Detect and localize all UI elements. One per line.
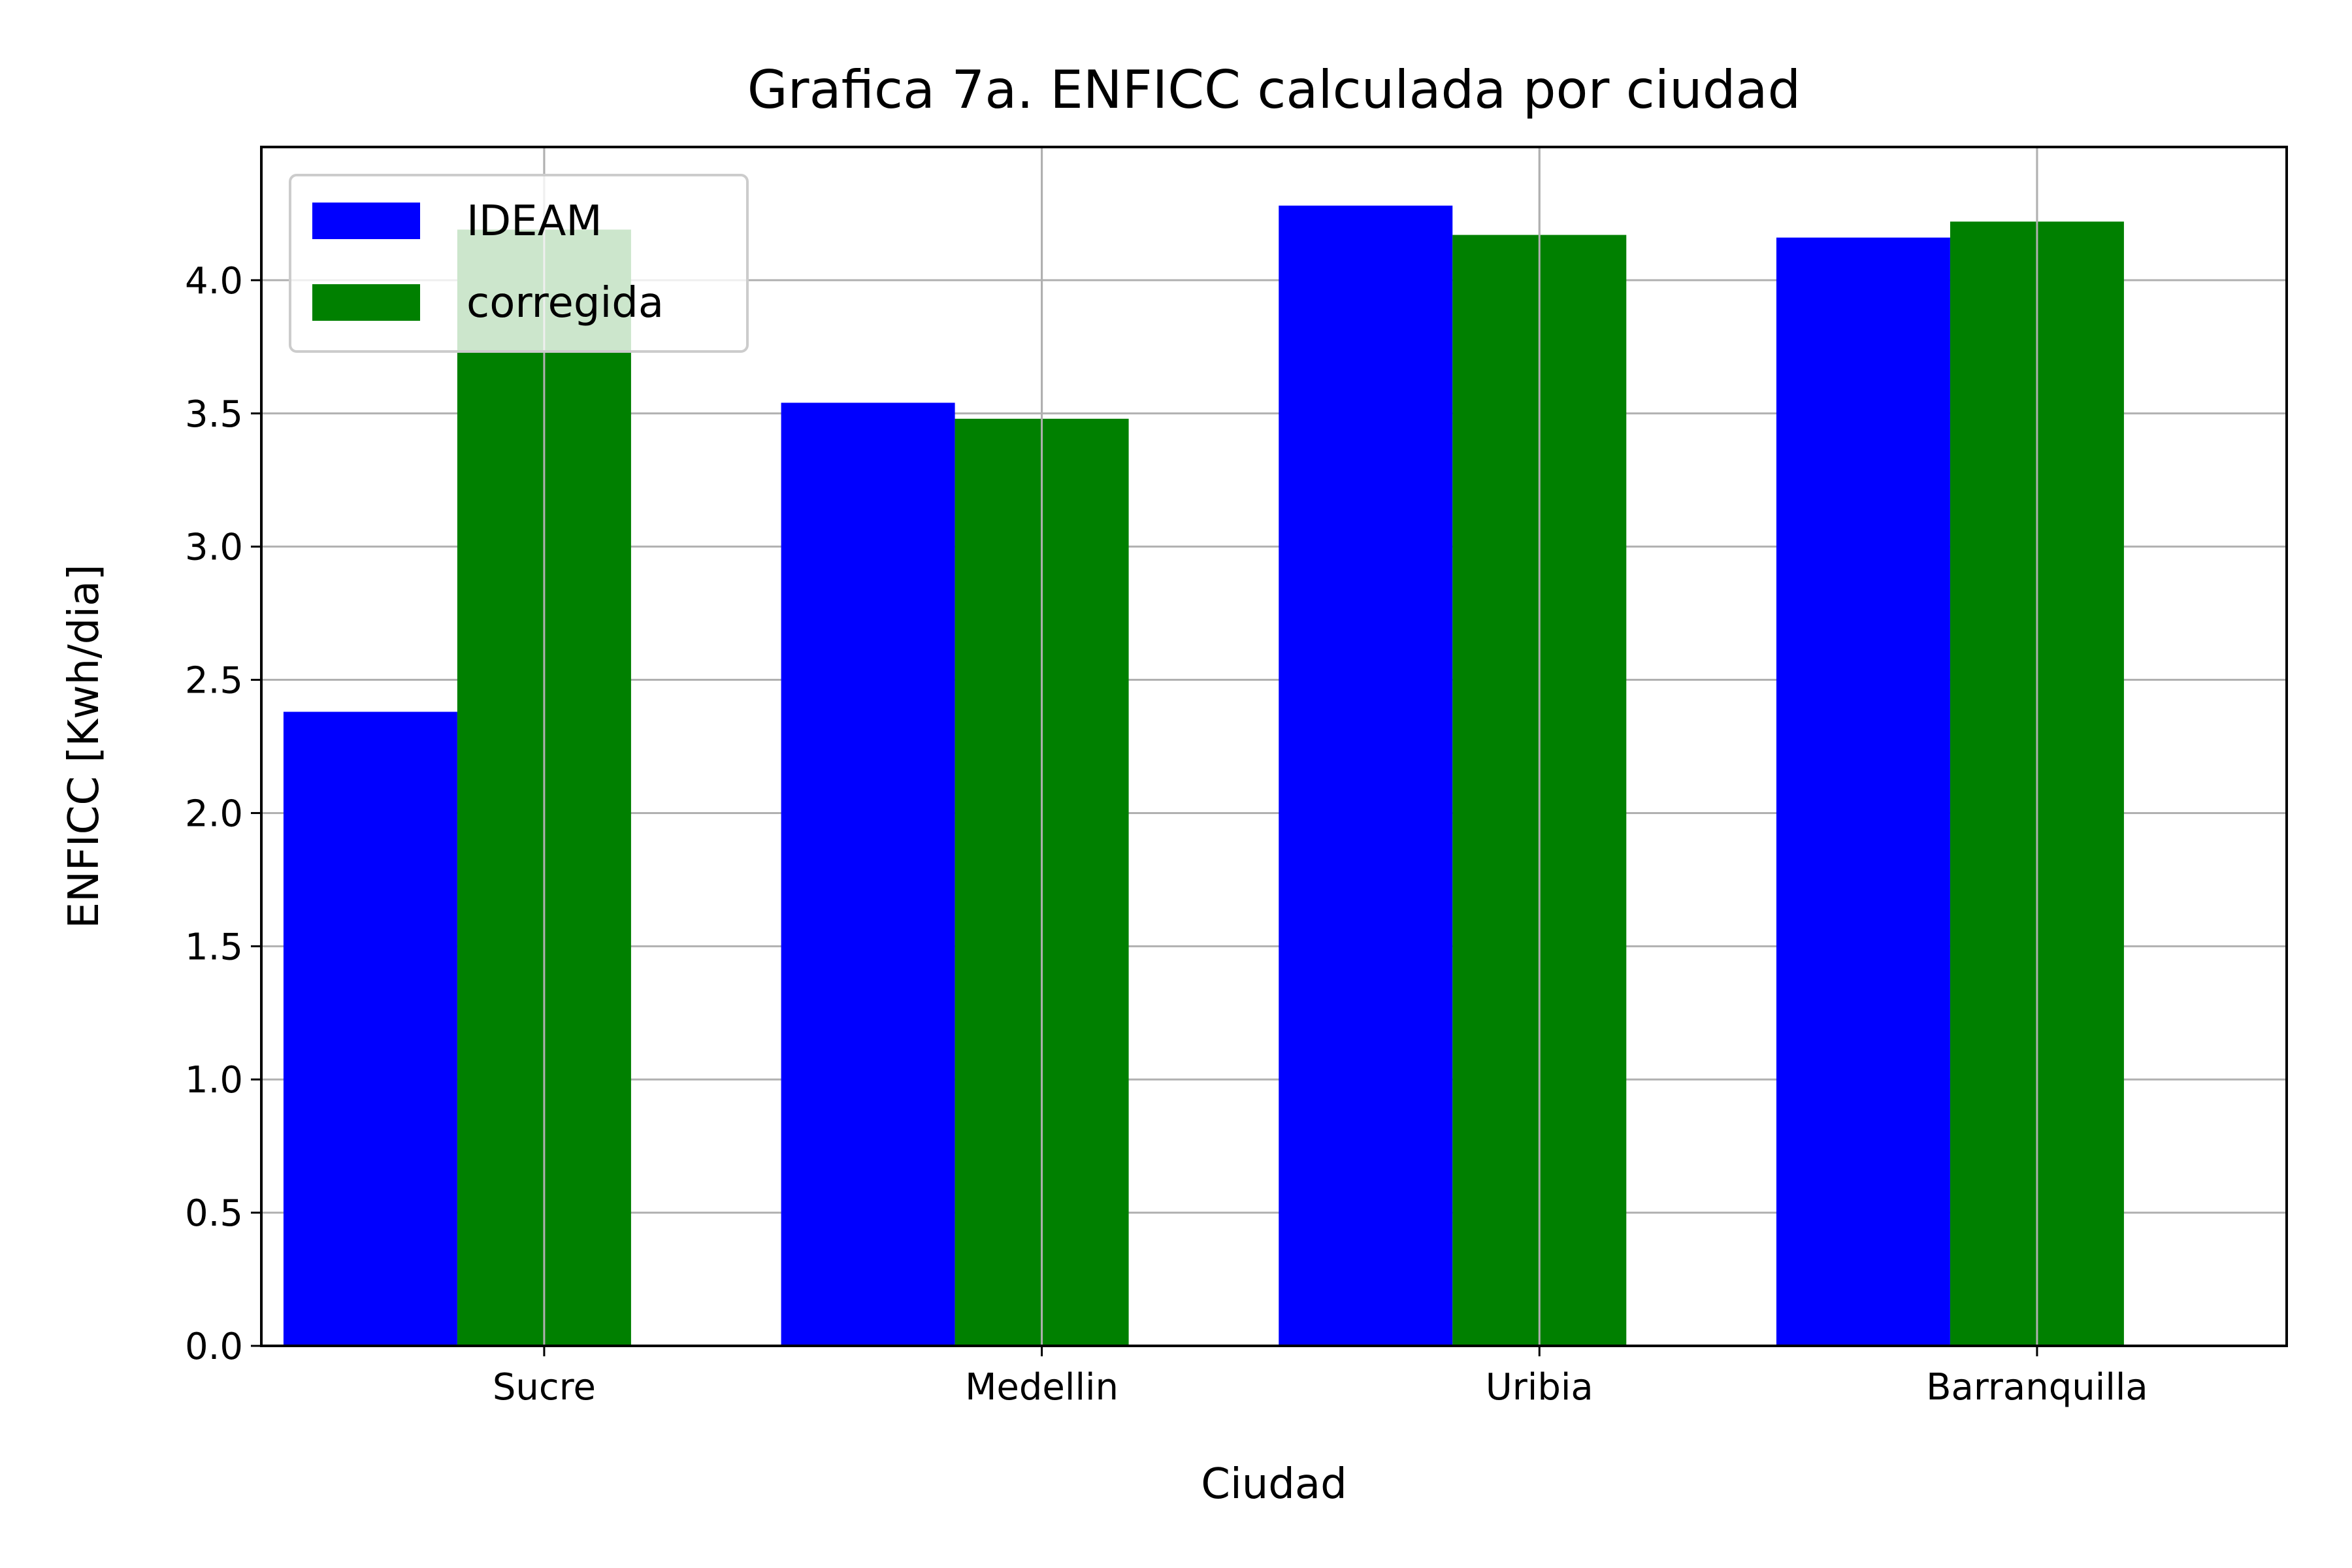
x-tick-label: Sucre (493, 1366, 596, 1409)
x-tick-label: Uribia (1486, 1366, 1593, 1409)
legend-label-ideam: IDEAM (466, 197, 602, 246)
legend: IDEAM corregida (289, 174, 749, 353)
x-tick-label: Barranquilla (1926, 1366, 2148, 1409)
y-tick-label: 0.5 (185, 1192, 243, 1235)
y-tick-label: 3.0 (185, 527, 243, 569)
bar-ideam-medellin (781, 402, 955, 1346)
y-tick-label: 1.5 (185, 926, 243, 968)
y-tick-label: 3.5 (185, 393, 243, 436)
legend-swatch-ideam (312, 203, 420, 239)
chart-title: Grafica 7a. ENFICC calculada por ciudad (747, 59, 1801, 120)
y-tick-label: 2.0 (185, 792, 243, 835)
bar-ideam-sucre (283, 711, 457, 1346)
y-tick-label: 1.0 (185, 1059, 243, 1102)
x-tick-label: Medellin (965, 1366, 1119, 1409)
y-tick-label: 2.5 (185, 660, 243, 702)
y-axis-title: ENFICC [Kwh/dia] (60, 564, 108, 929)
legend-label-corregida: corregida (466, 279, 664, 327)
axes (260, 146, 2288, 1347)
bars (283, 147, 2124, 1347)
legend-swatch-corregida (312, 284, 420, 321)
bar-ideam-uribia (1279, 205, 1453, 1346)
x-axis-title: Ciudad (1201, 1460, 1347, 1509)
y-tick-label: 4.0 (185, 260, 243, 302)
ticks: 0.0 0.5 1.0 1.5 2.0 2.5 3.0 3.5 4.0 Sucre Medellin… (185, 260, 2148, 1409)
plot-frame (260, 146, 2288, 1347)
bar-ideam-barranquilla (1776, 237, 1950, 1347)
y-tick-label: 0.0 (185, 1326, 243, 1368)
